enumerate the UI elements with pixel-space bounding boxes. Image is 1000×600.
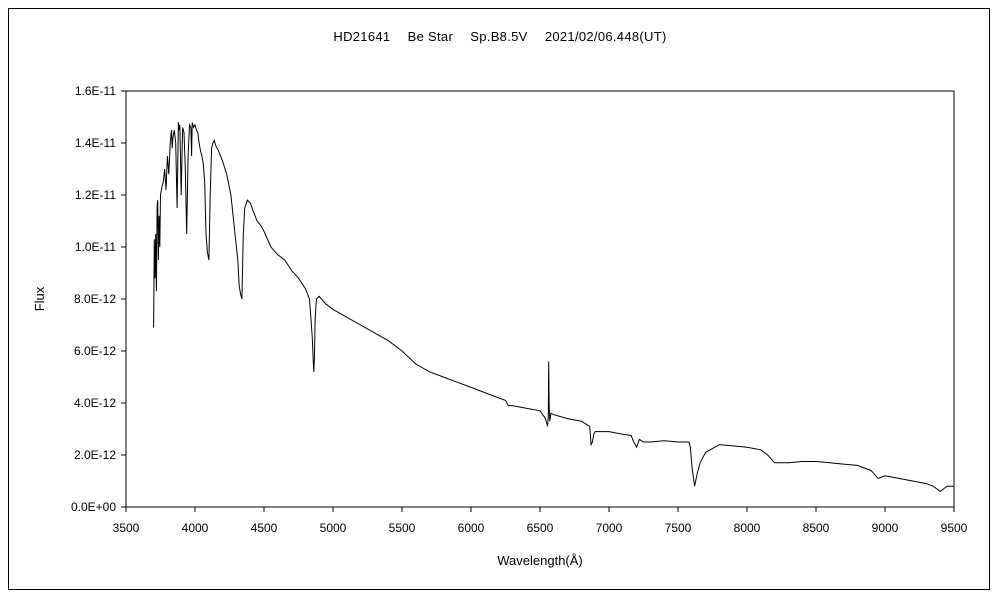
y-tick-label: 0.0E+00 (71, 500, 116, 514)
x-tick-label: 8500 (803, 521, 830, 535)
x-axis-label: Wavelength(Å) (497, 553, 583, 568)
x-tick-label: 4500 (251, 521, 278, 535)
x-tick-label: 5000 (320, 521, 347, 535)
y-tick-label: 2.0E-12 (74, 448, 116, 462)
plot-area (125, 90, 955, 508)
y-tick-label: 6.0E-12 (74, 344, 116, 358)
y-tick-label: 4.0E-12 (74, 396, 116, 410)
x-tick-label: 8000 (734, 521, 761, 535)
x-tick-label: 9000 (872, 521, 899, 535)
spectrum-line (153, 122, 954, 493)
x-axis: 3500 4000 4500 5000 5500 6000 6500 7000 7500 8000… (113, 507, 968, 535)
y-tick-label: 1.4E-11 (75, 136, 116, 150)
chart-frame (8, 8, 990, 590)
y-tick-label: 1.0E-11 (75, 240, 116, 254)
y-tick-label: 8.0E-12 (74, 292, 116, 306)
y-axis: 0.0E+00 2.0E-12 4.0E-12 6.0E-12 8.0E-12 1.0E-… (71, 84, 126, 514)
x-tick-label: 3500 (113, 521, 140, 535)
y-tick-label: 1.2E-11 (75, 188, 116, 202)
x-tick-label: 6000 (458, 521, 485, 535)
x-tick-label: 6500 (527, 521, 554, 535)
chart-title: HD21641 Be Star Sp.B8.5V 2021/02/06.448(… (333, 29, 667, 44)
x-tick-label: 7000 (596, 521, 623, 535)
y-axis-label: Flux (32, 286, 47, 311)
x-tick-label: 7500 (665, 521, 692, 535)
y-tick-label: 1.6E-11 (75, 84, 116, 98)
x-tick-label: 9500 (941, 521, 968, 535)
x-tick-label: 4000 (182, 521, 209, 535)
x-tick-label: 5500 (389, 521, 416, 535)
